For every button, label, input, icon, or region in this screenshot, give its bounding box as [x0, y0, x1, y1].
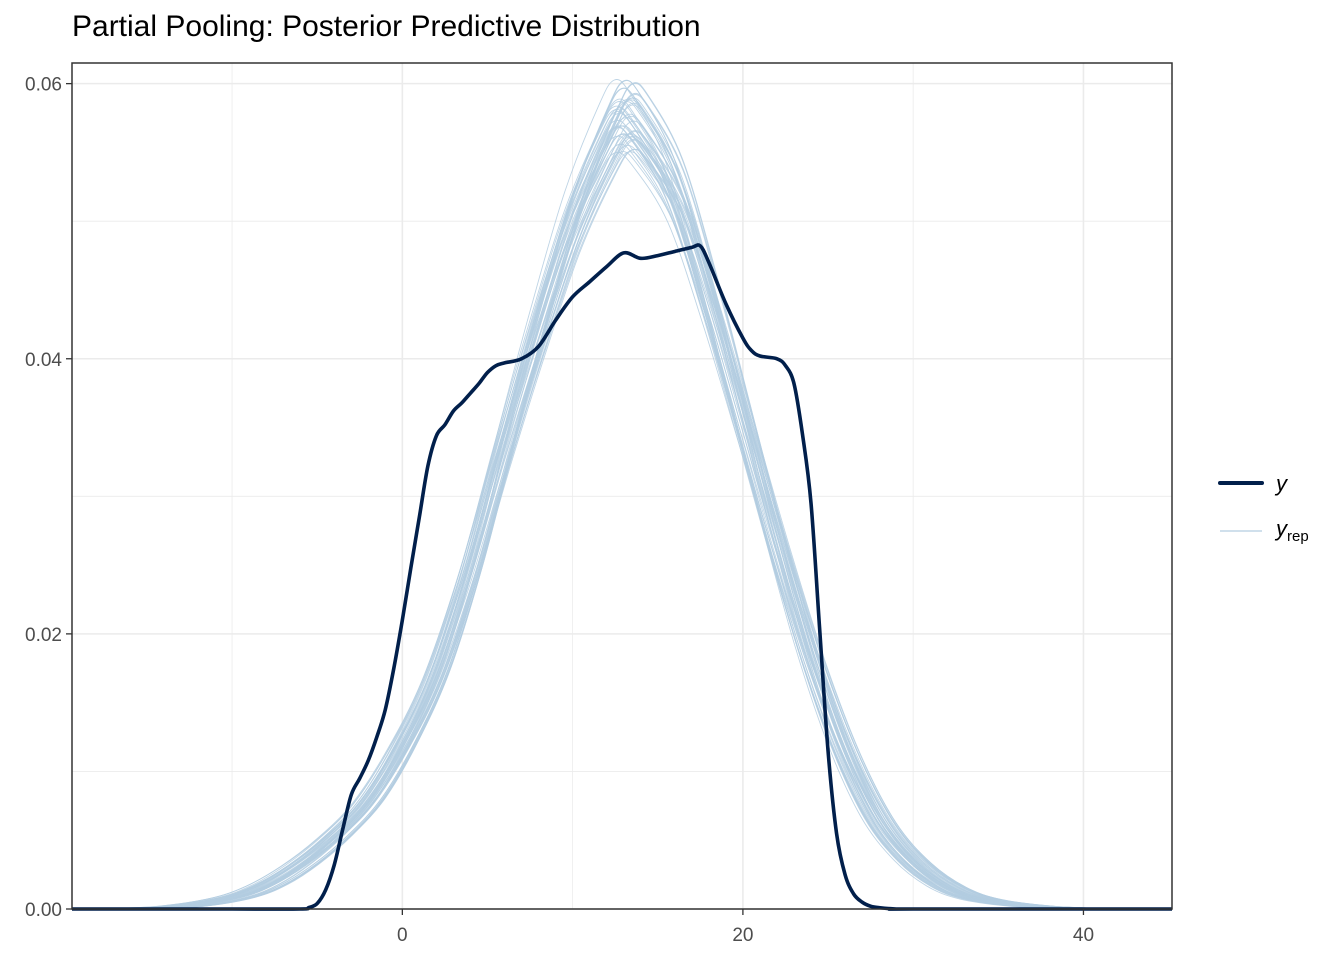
- yrep-draw-line: [71, 126, 1173, 910]
- chart-title: Partial Pooling: Posterior Predictive Di…: [72, 10, 701, 43]
- x-tick-label: 20: [732, 925, 753, 946]
- yrep-draw-line: [71, 79, 1173, 910]
- yrep-draw-line: [71, 82, 1173, 910]
- yrep-draw-line: [71, 151, 1173, 910]
- yrep-draw-line: [71, 87, 1173, 910]
- yrep-draw-line: [71, 97, 1173, 910]
- yrep-draw-line: [71, 80, 1173, 910]
- grid-layer: [72, 63, 1172, 910]
- yrep-draw-line: [71, 136, 1173, 910]
- legend: y yrep: [1218, 471, 1309, 545]
- yrep-draw-line: [71, 94, 1173, 910]
- yrep-draw-line: [71, 148, 1173, 910]
- yrep-draw-line: [71, 120, 1173, 910]
- yrep-draw-line: [71, 131, 1173, 910]
- axis-layer: 0 20 40 0.00 0.02 0.04 0.06: [25, 75, 1094, 946]
- yrep-draw-line: [71, 92, 1173, 910]
- yrep-draw-line: [71, 151, 1173, 910]
- yrep-draw-line: [71, 125, 1173, 910]
- yrep-draw-line: [71, 125, 1173, 910]
- yrep-draw-line: [71, 105, 1173, 910]
- y-density-line: [71, 243, 1172, 911]
- yrep-draw-line: [71, 130, 1173, 910]
- yrep-draw-line: [71, 104, 1173, 910]
- yrep-draw-line: [71, 143, 1173, 910]
- panel-border: [71, 62, 1173, 910]
- yrep-draw-line: [71, 151, 1173, 910]
- yrep-draws-layer: [71, 79, 1173, 910]
- yrep-draw-line: [71, 101, 1173, 910]
- y-tick-label: 0.04: [25, 350, 62, 371]
- yrep-draw-line: [71, 117, 1173, 910]
- yrep-draw-line: [71, 148, 1173, 910]
- yrep-draw-line: [71, 119, 1173, 910]
- yrep-draw-line: [71, 115, 1173, 910]
- yrep-draw-line: [71, 133, 1173, 910]
- yrep-draw-line: [71, 125, 1173, 910]
- yrep-draw-line: [71, 111, 1173, 910]
- legend-label-y: y: [1274, 471, 1289, 496]
- yrep-draw-line: [71, 145, 1173, 910]
- y-density-layer: [71, 243, 1172, 911]
- x-tick-label: 0: [397, 925, 408, 946]
- yrep-draw-line: [71, 98, 1173, 910]
- legend-label-yrep: yrep: [1274, 516, 1309, 545]
- yrep-draw-line: [71, 99, 1173, 910]
- yrep-draw-line: [71, 112, 1173, 910]
- yrep-draw-line: [71, 113, 1173, 910]
- yrep-draw-line: [71, 102, 1173, 910]
- yrep-draw-line: [71, 79, 1173, 910]
- yrep-draw-line: [71, 109, 1173, 910]
- y-tick-label: 0.00: [25, 900, 62, 921]
- yrep-draw-line: [71, 97, 1173, 910]
- x-tick-label: 40: [1073, 925, 1094, 946]
- yrep-draw-line: [71, 107, 1173, 910]
- yrep-draw-line: [71, 87, 1173, 910]
- y-tick-label: 0.06: [25, 75, 62, 96]
- y-tick-label: 0.02: [25, 625, 62, 646]
- yrep-draw-line: [71, 133, 1173, 910]
- yrep-draw-line: [71, 133, 1173, 910]
- yrep-draw-line: [71, 133, 1173, 910]
- yrep-draw-line: [71, 101, 1173, 910]
